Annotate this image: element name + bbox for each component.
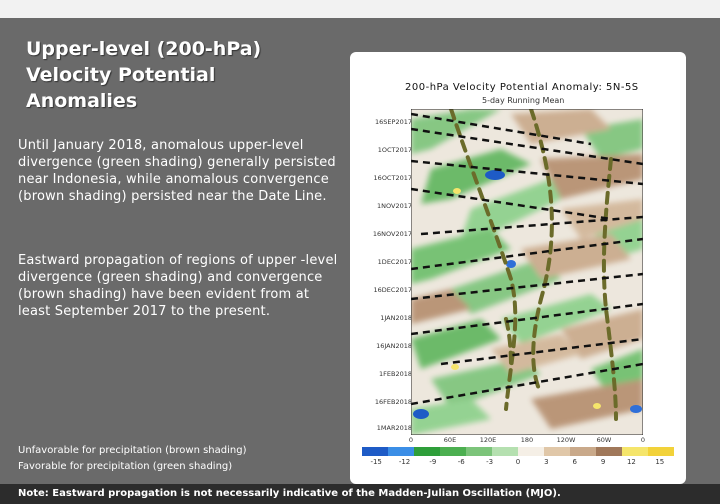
y-label: 16JAN2018 bbox=[376, 342, 412, 350]
slide-title: Upper-level (200-hPa) Velocity Potential… bbox=[26, 38, 262, 112]
y-label: 16SEP2017 bbox=[375, 118, 412, 126]
y-label: 16FEB2018 bbox=[374, 398, 412, 406]
x-label: 0 bbox=[640, 436, 646, 444]
color-bar-label: 12 bbox=[626, 458, 636, 466]
x-label: 60E bbox=[443, 436, 457, 444]
y-label: 16OCT2017 bbox=[373, 174, 412, 182]
color-bar-label: 15 bbox=[655, 458, 665, 466]
x-label: 60W bbox=[596, 436, 612, 444]
y-label: 1MAR2018 bbox=[376, 424, 412, 432]
legend-favorable: Favorable for precipitation (green shadi… bbox=[18, 461, 233, 472]
color-bar-label: -9 bbox=[429, 458, 437, 466]
color-bar-label: 3 bbox=[544, 458, 549, 466]
footnote: Note: Eastward propagation is not necess… bbox=[18, 488, 561, 499]
hovmoller-map bbox=[411, 109, 643, 435]
color-bar-label: 0 bbox=[515, 458, 521, 466]
x-label: 0 bbox=[408, 436, 414, 444]
y-label: 1NOV2017 bbox=[377, 202, 412, 210]
y-label: 1OCT2017 bbox=[377, 146, 412, 154]
y-label: 1FEB2018 bbox=[379, 370, 412, 378]
paragraph-propagation: Eastward propagation of regions of upper… bbox=[18, 253, 338, 319]
color-bar-label: 6 bbox=[572, 458, 577, 466]
color-bar bbox=[362, 447, 674, 456]
color-bar-label: 9 bbox=[600, 458, 606, 466]
y-label: 1DEC2017 bbox=[377, 258, 412, 266]
y-label: 1JAN2018 bbox=[380, 314, 412, 322]
y-label: 16DEC2017 bbox=[373, 286, 412, 294]
color-bar-label: -6 bbox=[457, 458, 465, 466]
bottom-bar bbox=[0, 484, 720, 504]
x-label: 180 bbox=[520, 436, 534, 444]
color-bar-labels: -15 -12 -9 -6 -3 0 3 6 9 12 15 bbox=[362, 458, 674, 466]
top-bar bbox=[0, 0, 720, 18]
color-bar-label: -12 bbox=[398, 458, 411, 466]
y-label: 16NOV2017 bbox=[372, 230, 412, 238]
precip-legend: Unfavorable for precipitation (brown sha… bbox=[18, 443, 247, 475]
color-bar-label: -3 bbox=[486, 458, 494, 466]
legend-unfavorable: Unfavorable for precipitation (brown sha… bbox=[18, 445, 247, 456]
figure-subtitle: 5-day Running Mean bbox=[482, 96, 565, 105]
figure-title: 200-hPa Velocity Potential Anomaly: 5N-5… bbox=[405, 82, 639, 93]
color-bar-label: -15 bbox=[370, 458, 382, 466]
x-label: 120E bbox=[479, 436, 497, 444]
x-label: 120W bbox=[556, 436, 576, 444]
paragraph-divergence: Until January 2018, anomalous upper-leve… bbox=[18, 138, 336, 204]
